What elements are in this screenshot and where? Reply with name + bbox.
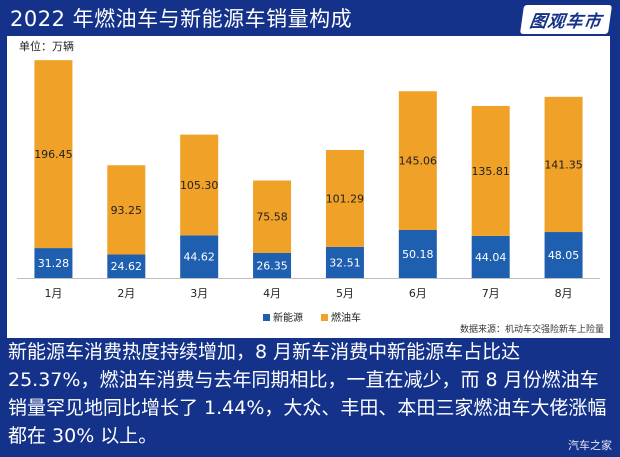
data-label-fuel-2: 93.25	[111, 204, 143, 217]
data-label-fuel-4: 75.58	[256, 211, 288, 224]
data-label-nev-4: 26.35	[256, 259, 288, 272]
data-label-fuel-7: 135.81	[471, 165, 510, 178]
x-tick-label-7: 7月	[482, 287, 500, 300]
x-tick-label-5: 5月	[336, 287, 354, 300]
data-label-fuel-8: 141.35	[544, 158, 583, 171]
legend-label-nev: 新能源	[273, 311, 303, 324]
watermark: 汽车之家	[568, 437, 612, 453]
data-label-nev-8: 48.05	[548, 249, 580, 262]
x-tick-label-6: 6月	[409, 287, 427, 300]
data-label-nev-3: 44.62	[183, 251, 215, 264]
data-label-fuel-5: 101.29	[326, 192, 365, 205]
legend-swatch-nev	[263, 314, 270, 321]
data-label-nev-7: 44.04	[475, 251, 507, 264]
brand-logo: 图观车市	[520, 5, 612, 34]
chart-title: 2022 年燃油车与新能源车销量构成	[10, 3, 352, 33]
x-tick-label-4: 4月	[263, 287, 281, 300]
stacked-bar-chart: 31.28 196.45 1月 24.62 93.25 2月 44.62 105.30 3月 26…	[7, 36, 610, 338]
x-tick-label-2: 2月	[117, 287, 135, 300]
data-label-fuel-3: 105.30	[180, 179, 219, 192]
x-tick-label-1: 1月	[44, 287, 62, 300]
data-label-fuel-6: 145.06	[399, 155, 438, 168]
legend-swatch-fuel	[321, 314, 328, 321]
data-source: 数据来源：机动车交强险新车上险量	[460, 322, 604, 335]
data-label-nev-1: 31.28	[38, 257, 70, 270]
data-label-nev-5: 32.51	[329, 256, 361, 269]
data-label-fuel-1: 196.45	[34, 148, 73, 161]
x-tick-label-8: 8月	[555, 287, 573, 300]
legend-label-fuel: 燃油车	[331, 311, 361, 324]
caption-text: 新能源车消费热度持续增加，8 月新车消费中新能源车占比达 25.37%，燃油车消…	[8, 338, 612, 450]
chart-panel: 单位：万辆 31.28 196.45 1月 24.62 93.25 2月 44.62 105.…	[7, 36, 610, 338]
data-label-nev-2: 24.62	[111, 260, 143, 273]
x-tick-label-3: 3月	[190, 287, 208, 300]
data-label-nev-6: 50.18	[402, 248, 434, 261]
